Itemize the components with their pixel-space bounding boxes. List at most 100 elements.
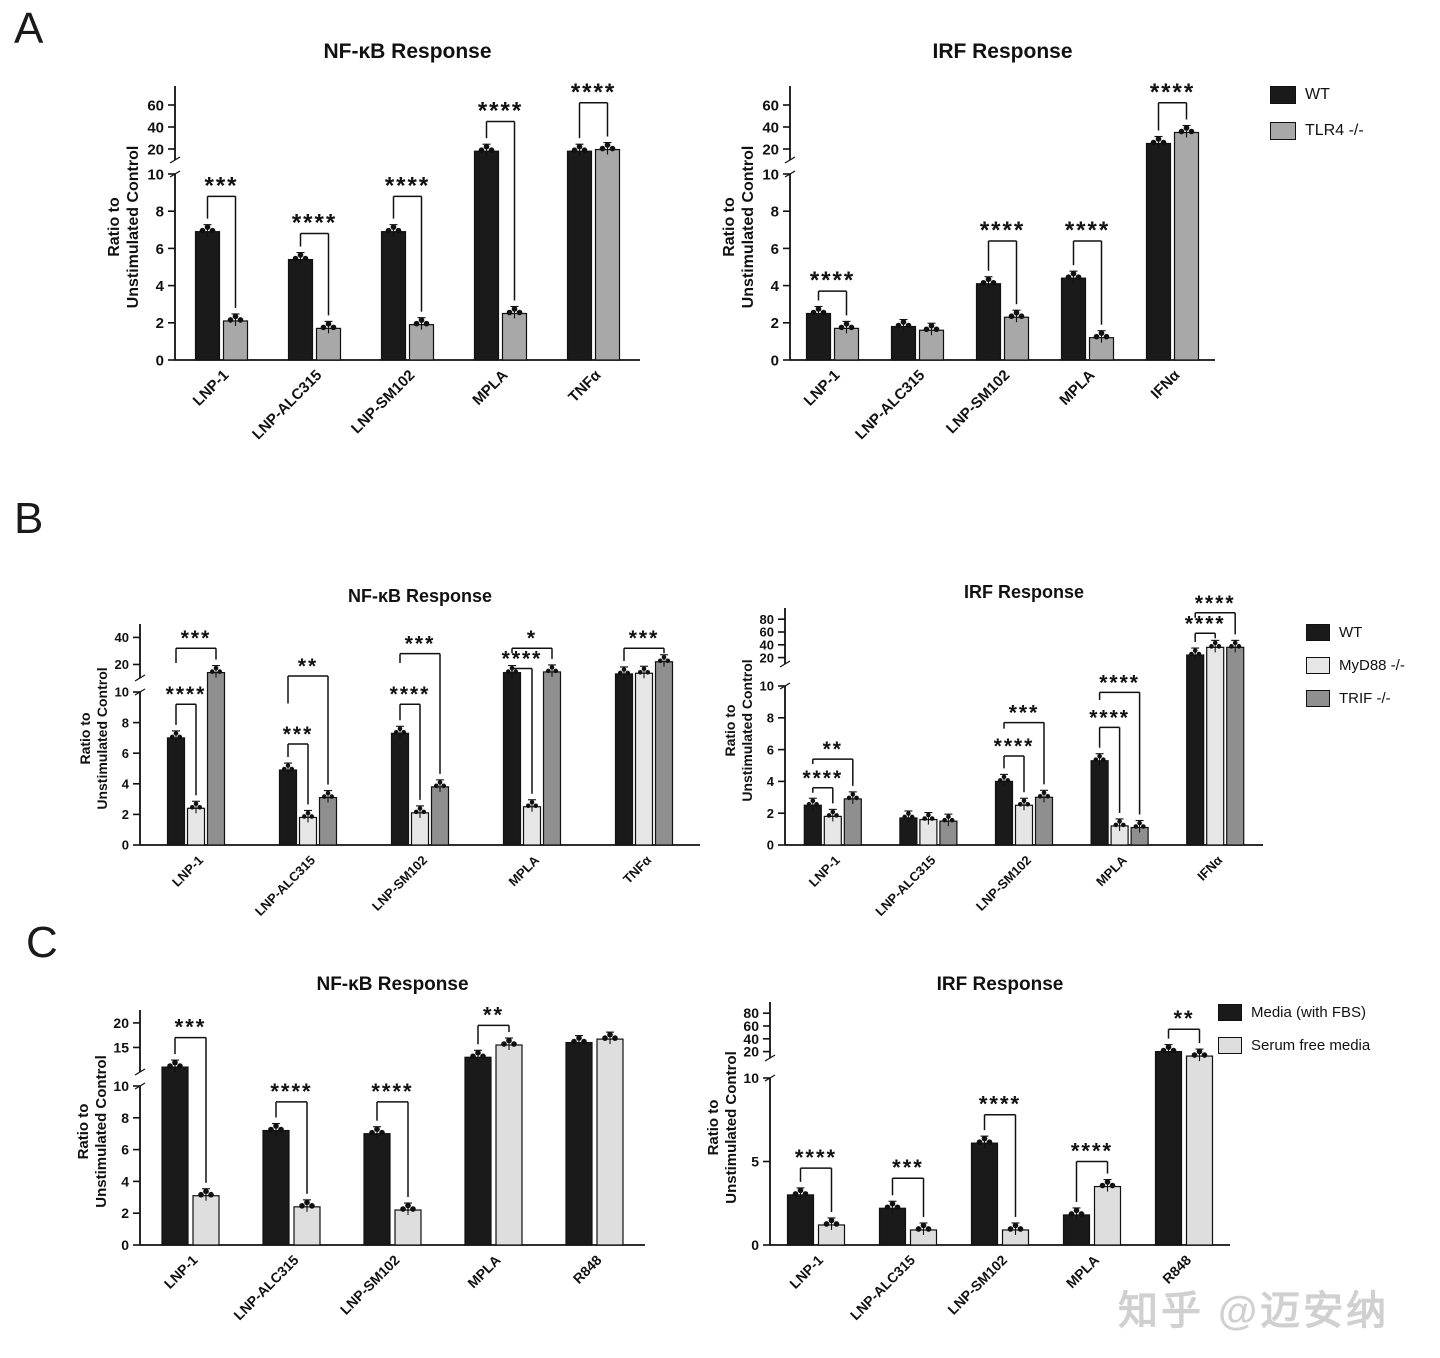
data-point — [1121, 822, 1126, 828]
x-category-label: R848 — [570, 1252, 605, 1287]
data-point — [227, 317, 234, 323]
data-point — [922, 816, 927, 821]
x-category-label: LNP-1 — [801, 367, 844, 410]
x-category-label: LNP-SM102 — [943, 367, 1013, 437]
data-point — [299, 1203, 305, 1209]
data-point — [942, 817, 947, 823]
data-point — [637, 669, 643, 675]
data-point — [421, 809, 427, 815]
y-tick-label: 0 — [156, 352, 164, 369]
x-category-label: LNP-ALC315 — [847, 1252, 918, 1323]
data-point — [478, 147, 485, 153]
bar — [206, 671, 226, 846]
watermark: 知乎 @迈安纳 — [1118, 1289, 1390, 1333]
y-tick-label: 10 — [762, 166, 779, 183]
chart-title: IRF Response — [964, 582, 1084, 602]
x-category-label: MPLA — [464, 1252, 503, 1291]
axis-break-mark — [779, 660, 791, 668]
data-point — [1103, 333, 1110, 340]
significance-stars: ** — [1173, 1006, 1194, 1031]
legend-swatch — [1270, 86, 1296, 104]
bar — [565, 1041, 593, 1246]
data-point — [1078, 1211, 1085, 1217]
data-point — [815, 306, 822, 312]
significance-stars: **** — [571, 79, 616, 106]
bar — [522, 806, 542, 846]
data-point — [413, 809, 419, 815]
y-axis-label: Unstimulated Control — [93, 1055, 110, 1208]
data-point — [946, 814, 951, 819]
data-point — [1017, 1226, 1024, 1232]
data-point — [906, 811, 911, 816]
y-tick-label: 6 — [156, 241, 164, 258]
y-tick-label: 60 — [147, 97, 164, 114]
y-tick-label: 0 — [751, 1237, 759, 1253]
x-category-label: MPLA — [1063, 1252, 1102, 1291]
data-point — [980, 279, 987, 286]
legend-label: WT — [1305, 86, 1330, 103]
chart-canvas: IRF Response Ratio to Unstimulated Control… — [705, 974, 1230, 1323]
data-point — [1196, 651, 1202, 657]
data-point — [278, 1126, 284, 1133]
data-point — [198, 1191, 204, 1198]
data-point — [617, 670, 623, 676]
data-point — [609, 145, 616, 152]
data-point — [661, 654, 667, 660]
data-point — [545, 668, 551, 674]
data-point — [1201, 1052, 1208, 1058]
data-point — [1065, 274, 1072, 280]
y-tick-label: 5 — [751, 1154, 759, 1170]
legend-c: Media (with FBS) Serum free media — [1218, 1004, 1370, 1070]
y-tick-label: 4 — [771, 278, 780, 295]
bar — [1090, 760, 1109, 846]
y-axis-label: Unstimulated Control — [125, 146, 142, 309]
data-point — [933, 326, 940, 333]
data-point — [981, 1135, 988, 1142]
significance-stars: **** — [1185, 612, 1226, 635]
significance-stars: **** — [390, 683, 431, 706]
significance-stars: *** — [629, 627, 660, 650]
data-point — [197, 804, 203, 810]
data-point — [792, 1191, 799, 1197]
legend-a: WT TLR4 -/- — [1270, 86, 1364, 158]
chart-a-irf-response: IRF Response Ratio to Unstimulated Control… — [700, 16, 1262, 494]
data-point — [923, 326, 930, 333]
data-point — [321, 794, 327, 799]
data-point — [199, 227, 206, 234]
y-tick-label: 80 — [760, 612, 774, 627]
axis-break-mark — [169, 156, 181, 164]
legend-item: TRIF -/- — [1306, 690, 1405, 707]
data-point — [997, 778, 1003, 783]
data-point — [1209, 644, 1214, 649]
data-point — [325, 321, 332, 327]
data-point — [237, 317, 244, 323]
y-tick-label: 4 — [767, 774, 775, 789]
x-category-label: LNP-1 — [806, 853, 843, 890]
bar — [390, 732, 410, 846]
data-point — [810, 798, 816, 804]
bar — [502, 671, 522, 846]
data-point — [1093, 333, 1100, 340]
y-tick-label: 60 — [743, 1018, 759, 1034]
data-point — [1070, 270, 1077, 277]
data-point — [400, 1206, 406, 1212]
data-point — [1075, 274, 1082, 280]
chart-title: IRF Response — [937, 974, 1064, 995]
panel-c-label: C — [26, 918, 58, 967]
data-point — [309, 1203, 315, 1209]
data-point — [607, 1031, 613, 1038]
x-category-label: IFNα — [1194, 853, 1225, 884]
y-tick-label: 8 — [156, 204, 164, 221]
chart-canvas: NF-κB Response Ratio to Unstimulated Contr… — [75, 974, 645, 1323]
data-point — [204, 224, 211, 230]
data-point — [169, 734, 175, 740]
data-point — [1160, 1047, 1167, 1054]
data-point — [417, 806, 423, 811]
data-point — [576, 1035, 582, 1041]
data-point — [1133, 824, 1139, 829]
x-category-label: LNP-SM102 — [369, 853, 430, 914]
data-point — [1189, 651, 1194, 657]
x-category-label: LNP-SM102 — [337, 1252, 403, 1318]
legend-item: TLR4 -/- — [1270, 122, 1364, 140]
y-tick-label: 8 — [767, 710, 774, 725]
